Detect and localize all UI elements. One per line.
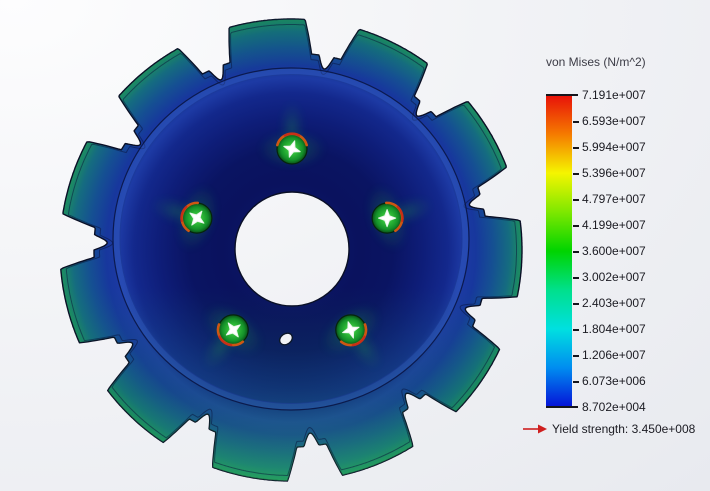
hot-spot-peak xyxy=(351,335,366,347)
fixture-marker xyxy=(189,210,205,226)
stress-colorbar xyxy=(546,95,572,407)
legend-tick-mark xyxy=(546,94,578,96)
legend-tick-label: 2.403e+007 xyxy=(582,296,646,310)
legend-tick-label: 5.396e+007 xyxy=(582,166,646,180)
stress-legend: von Mises (N/m^2) Yield strength: 3.450e… xyxy=(520,55,710,455)
bolt-hole xyxy=(150,185,218,251)
legend-tick-label: 4.797e+007 xyxy=(582,192,646,206)
bolt-hole xyxy=(258,101,326,168)
hot-spot-peak xyxy=(180,205,188,222)
legend-tick-mark xyxy=(573,277,579,279)
hot-spot-peak xyxy=(218,335,233,347)
disc-body[interactable] xyxy=(60,18,523,482)
fixture-marker xyxy=(378,209,397,228)
legend-tick-mark xyxy=(573,173,579,175)
legend-tick-mark xyxy=(546,406,578,408)
legend-tick-label: 1.804e+007 xyxy=(582,322,646,336)
legend-tick-label: 6.593e+007 xyxy=(582,114,646,128)
legend-tick-mark xyxy=(573,199,579,201)
bolt-holes xyxy=(150,101,434,371)
fixture-marker xyxy=(342,321,360,339)
legend-tick-mark xyxy=(573,303,579,305)
bolt-hole xyxy=(201,304,263,371)
bolt-hole xyxy=(366,185,434,251)
yield-arrow-icon xyxy=(523,424,547,434)
hot-spot-peak xyxy=(396,205,404,222)
yield-strength-row: Yield strength: 3.450e+008 xyxy=(523,422,695,436)
legend-tick-mark xyxy=(573,381,579,383)
legend-tick-label: 1.206e+007 xyxy=(582,348,646,362)
legend-tick-label: 4.199e+007 xyxy=(582,218,646,232)
legend-tick-mark xyxy=(573,225,579,227)
legend-tick-mark xyxy=(573,147,579,149)
legend-tick-label: 3.600e+007 xyxy=(582,244,646,258)
legend-title: von Mises (N/m^2) xyxy=(546,55,646,69)
legend-tick-label: 5.994e+007 xyxy=(582,140,646,154)
hot-spot-peak xyxy=(283,132,301,137)
legend-tick-mark xyxy=(573,329,579,331)
yield-strength-label: Yield strength: 3.450e+008 xyxy=(552,422,696,436)
legend-tick-label: 7.191e+007 xyxy=(582,88,646,102)
legend-tick-label: 8.702e+004 xyxy=(582,400,646,414)
legend-tick-mark xyxy=(573,121,579,123)
bolt-hole xyxy=(321,304,383,371)
legend-tick-label: 3.002e+007 xyxy=(582,270,646,284)
fixture-marker xyxy=(283,140,301,158)
fixture-marker xyxy=(225,322,241,338)
legend-tick-mark xyxy=(573,355,579,357)
legend-tick-label: 6.073e+006 xyxy=(582,374,646,388)
legend-tick-mark xyxy=(573,251,579,253)
